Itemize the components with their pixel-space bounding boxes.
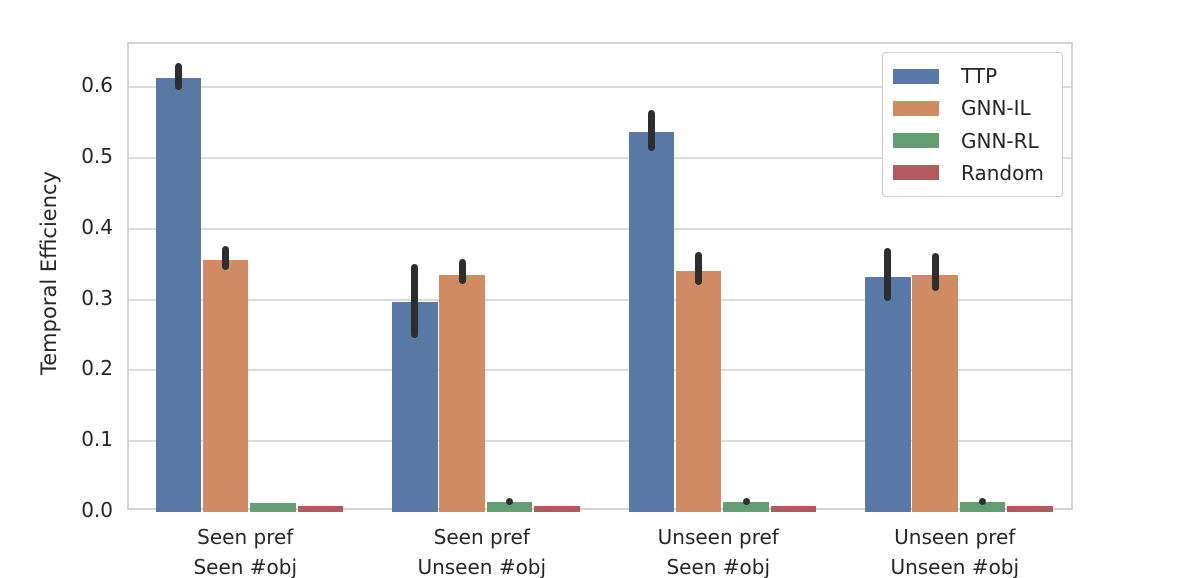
- legend-label-random: Random: [961, 160, 1044, 185]
- y-tick-label-0.2: 0.2: [81, 356, 113, 381]
- gridline-y-0.2: [129, 369, 1071, 372]
- error-bar-gnn-il-group3: [695, 252, 703, 286]
- error-bar-gnn-il-group1: [222, 245, 230, 270]
- gridline-y-0.4: [129, 227, 1071, 230]
- y-tick-label-0.0: 0.0: [81, 498, 113, 522]
- error-bar-gnn-rl-group2: [506, 497, 514, 505]
- gridline-y-0.6: [129, 86, 1071, 89]
- x-tick-line2: Seen #obj: [193, 555, 298, 578]
- y-axis-label: Temporal Efficiency: [37, 171, 61, 375]
- legend-item-gnn-rl: GNN-RL: [893, 130, 1050, 152]
- x-tick-line1: Unseen pref: [657, 525, 779, 549]
- x-tick-line2: Unseen #obj: [417, 555, 547, 578]
- x-tick-label-group3: Unseen pref Seen #obj: [600, 522, 836, 578]
- gridline-y-0.5: [129, 156, 1071, 159]
- gridline-y-0.3: [129, 298, 1071, 301]
- y-tick-label-0.6: 0.6: [81, 73, 113, 98]
- y-tick-label-0.4: 0.4: [81, 214, 113, 239]
- x-tick-line1: Seen pref: [433, 525, 530, 549]
- bar-gnn-rl-group1: [250, 502, 296, 512]
- error-bar-ttp-group3: [647, 110, 655, 151]
- legend-label-gnn-rl: GNN-RL: [961, 128, 1039, 153]
- gridline-y-0.1: [129, 440, 1071, 443]
- legend-item-gnn-il: GNN-IL: [893, 97, 1050, 119]
- legend-swatch-ttp: [893, 68, 939, 84]
- x-tick-line2: Seen #obj: [666, 555, 771, 578]
- bar-ttp-group4: [865, 276, 911, 512]
- legend-swatch-gnn-rl: [893, 133, 939, 149]
- legend: TTP GNN-IL GNN-RL Random: [882, 52, 1063, 197]
- x-tick-line2: Unseen #obj: [890, 555, 1020, 578]
- x-tick-label-group1: Seen pref Seen #obj: [127, 522, 363, 578]
- bar-random-group2: [534, 506, 580, 512]
- bar-gnn-rl-group4: [959, 502, 1006, 512]
- bar-gnn-rl-group2: [486, 502, 533, 512]
- bar-random-group4: [1007, 506, 1053, 512]
- bar-gnn-il-group2: [439, 274, 485, 512]
- error-bar-gnn-rl-group3: [742, 497, 750, 505]
- error-bar-gnn-rl-group4: [979, 497, 987, 505]
- x-tick-line1: Unseen pref: [894, 525, 1016, 549]
- y-tick-label-0.3: 0.3: [81, 285, 113, 310]
- x-tick-line1: Seen pref: [197, 525, 294, 549]
- bar-gnn-il-group3: [675, 271, 722, 512]
- bar-ttp-group1: [155, 77, 202, 512]
- y-tick-label-0.1: 0.1: [81, 427, 113, 452]
- x-tick-label-group4: Unseen pref Unseen #obj: [837, 522, 1073, 578]
- error-bar-ttp-group2: [411, 264, 419, 339]
- legend-item-ttp: TTP: [893, 65, 1050, 87]
- legend-item-random: Random: [893, 162, 1050, 184]
- bar-gnn-rl-group3: [723, 502, 769, 512]
- error-bar-gnn-il-group4: [931, 252, 939, 291]
- x-tick-label-group2: Seen pref Unseen #obj: [364, 522, 600, 578]
- y-tick-label-0.5: 0.5: [81, 143, 113, 168]
- bar-random-group3: [770, 506, 817, 512]
- error-bar-ttp-group4: [884, 247, 892, 301]
- bar-gnn-il-group4: [912, 274, 958, 512]
- error-bar-ttp-group1: [174, 62, 182, 90]
- legend-label-gnn-il: GNN-IL: [961, 96, 1031, 121]
- legend-label-ttp: TTP: [961, 64, 998, 89]
- bar-gnn-il-group1: [202, 259, 249, 512]
- bar-ttp-group3: [628, 132, 675, 512]
- bar-random-group1: [297, 506, 344, 512]
- legend-swatch-gnn-il: [893, 100, 939, 116]
- error-bar-gnn-il-group2: [458, 259, 466, 284]
- legend-swatch-random: [893, 165, 939, 181]
